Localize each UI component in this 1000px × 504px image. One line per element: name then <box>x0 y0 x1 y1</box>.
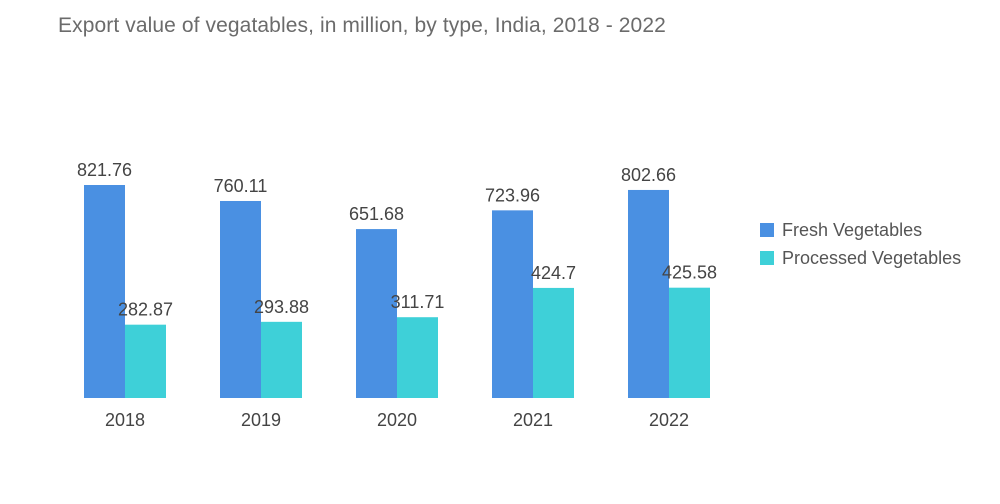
value-label-processed-2019: 293.88 <box>254 297 309 317</box>
legend: Fresh Vegetables Processed Vegetables <box>760 216 961 272</box>
x-tick-label-2020: 2020 <box>377 410 417 430</box>
bar-processed-2018 <box>125 324 166 398</box>
legend-item-fresh: Fresh Vegetables <box>760 216 961 244</box>
value-label-processed-2021: 424.7 <box>531 263 576 283</box>
bar-fresh-2019 <box>220 200 261 398</box>
value-label-processed-2022: 425.58 <box>662 263 717 283</box>
legend-swatch-processed <box>760 251 774 265</box>
legend-label-fresh: Fresh Vegetables <box>782 219 923 240</box>
bar-processed-2019 <box>261 321 302 398</box>
value-label-processed-2018: 282.87 <box>118 300 173 320</box>
bar-fresh-2021 <box>492 210 533 398</box>
x-tick-label-2019: 2019 <box>241 410 281 430</box>
legend-label-processed: Processed Vegetables <box>782 247 962 268</box>
value-label-fresh-2021: 723.96 <box>485 185 540 205</box>
value-label-fresh-2022: 802.66 <box>621 165 676 185</box>
x-tick-label-2021: 2021 <box>513 410 553 430</box>
bar-fresh-2020 <box>356 229 397 398</box>
x-axis: 2018 2019 2020 2021 2022 <box>105 410 689 430</box>
bar-processed-2022 <box>669 287 710 398</box>
chart-title: Export value of vegatables, in million, … <box>58 14 666 37</box>
bars-layer <box>84 185 710 398</box>
bar-processed-2021 <box>533 287 574 398</box>
labels-layer: 821.76 282.87 760.11 293.88 651.68 311.71 723.… <box>77 160 717 320</box>
legend-swatch-fresh <box>760 223 774 237</box>
bar-processed-2020 <box>397 317 438 398</box>
bar-fresh-2018 <box>84 185 125 398</box>
x-tick-label-2018: 2018 <box>105 410 145 430</box>
legend-item-processed: Processed Vegetables <box>760 244 961 272</box>
x-tick-label-2022: 2022 <box>649 410 689 430</box>
bar-fresh-2022 <box>628 189 669 398</box>
value-label-processed-2020: 311.71 <box>391 292 445 312</box>
value-label-fresh-2019: 760.11 <box>214 176 268 196</box>
value-label-fresh-2020: 651.68 <box>349 204 404 224</box>
value-label-fresh-2018: 821.76 <box>77 160 132 180</box>
